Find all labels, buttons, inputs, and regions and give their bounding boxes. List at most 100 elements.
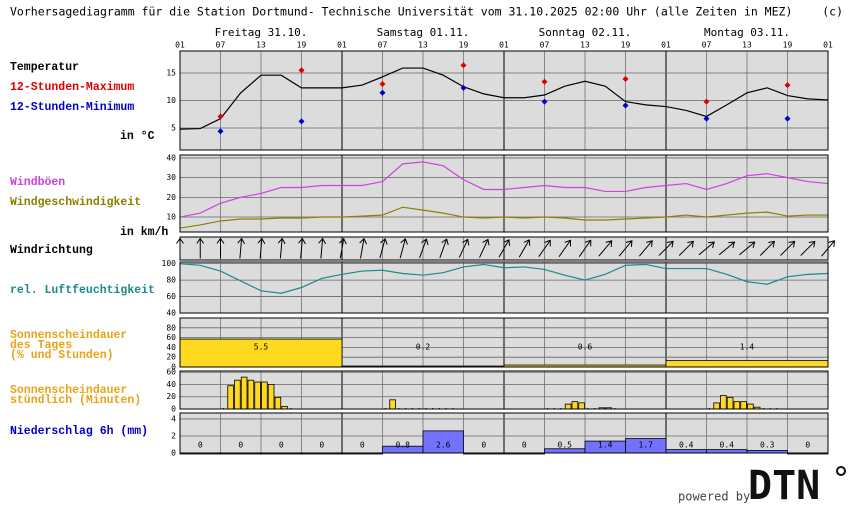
wind-arrow (339, 237, 347, 259)
arrow-shaft (759, 241, 775, 256)
bar (578, 402, 585, 410)
hour-tick-label: 13 (742, 41, 752, 50)
wind-arrow (479, 238, 490, 258)
arrow-shaft (558, 240, 571, 257)
arrow-head (277, 237, 286, 245)
wind-arrow (359, 237, 368, 259)
logo-dot (836, 466, 846, 476)
bar-label: 1.7 (639, 441, 654, 450)
hour-tick-label: 01 (661, 41, 671, 50)
bar-label: 0.3 (760, 441, 775, 450)
bar-label: 0 (481, 441, 486, 450)
hour-tick-label: 01 (175, 41, 185, 50)
wind-arrow (678, 240, 694, 256)
arrow-shaft (239, 238, 243, 259)
arrow-head (808, 240, 816, 248)
arrow-head (400, 237, 408, 245)
panel-title: (% und Stunden) (10, 349, 114, 362)
wind-arrow (298, 237, 306, 259)
panel-border (179, 317, 829, 368)
wind-arrow (196, 237, 205, 259)
wind-arrow (780, 240, 796, 256)
hour-tick-label: 13 (418, 41, 428, 50)
arrow-head (441, 238, 449, 246)
wind-arrow (558, 239, 571, 257)
day-label: Samstag 01.11. (377, 26, 470, 39)
arrow-head (462, 238, 470, 246)
bar (254, 381, 261, 410)
panel-border (179, 50, 829, 151)
wind-arrow (800, 240, 816, 256)
hour-tick-label: 01 (499, 41, 509, 50)
bar-label: 0 (279, 441, 284, 450)
max-min-marker (784, 82, 791, 89)
series-line (179, 161, 829, 218)
wind-arrow (237, 237, 246, 259)
bar (240, 376, 248, 410)
arrow-shaft (399, 238, 406, 259)
hour-tick-label: 19 (621, 41, 631, 50)
y-tick-label: 20 (166, 392, 176, 401)
bar-label: 1.4 (740, 343, 755, 352)
arrow-head (298, 237, 306, 245)
bar (571, 401, 579, 410)
panel-border (179, 154, 829, 233)
bar (274, 396, 282, 410)
arrow-head (828, 240, 835, 247)
y-tick-label: 20 (166, 353, 176, 362)
panel-title: Windrichtung (10, 244, 93, 257)
y-tick-label: 10 (166, 96, 176, 105)
bar-label: 1.4 (598, 441, 613, 450)
wind-arrow (618, 240, 633, 257)
y-tick-label: 60 (166, 292, 176, 301)
bar-label: 0 (198, 441, 203, 450)
arrow-head (257, 237, 266, 245)
y-tick-label: 2 (171, 431, 176, 440)
y-tick-label: 10 (166, 213, 176, 222)
wind-arrow (399, 237, 408, 259)
wind-arrow (439, 238, 449, 259)
bar-label: 0 (238, 441, 243, 450)
bar (747, 403, 754, 410)
arrow-head (359, 237, 368, 245)
bar-label: 0 (319, 441, 324, 450)
bar-label: 0.6 (578, 343, 593, 352)
series-line (179, 206, 828, 229)
bar (389, 399, 396, 410)
hour-tick-label: 13 (256, 41, 266, 50)
wind-arrow (759, 240, 775, 256)
bar (726, 396, 734, 410)
hour-tick-label: 19 (459, 41, 469, 50)
wind-arrow (379, 237, 388, 259)
chart-title: Vorhersagediagramm für die Station Dortm… (10, 5, 792, 19)
day-label: Sonntag 02.11. (539, 26, 632, 39)
y-tick-label: 80 (166, 323, 176, 332)
bar-label: 5.5 (254, 343, 269, 352)
arrow-head (728, 241, 736, 249)
bar-label: 0 (805, 441, 810, 450)
panel-border (179, 261, 829, 314)
arrow-shaft (718, 241, 735, 256)
max-min-marker (298, 118, 305, 125)
bar (665, 449, 707, 454)
hour-tick-label: 07 (540, 41, 550, 50)
arrow-shaft (739, 241, 755, 256)
y-tick-label: 40 (166, 380, 176, 389)
max-min-marker (622, 102, 629, 109)
hour-tick-label: 07 (378, 41, 388, 50)
y-tick-label: 40 (166, 153, 176, 162)
y-tick-label: 20 (166, 193, 176, 202)
arrow-head (339, 237, 347, 245)
wind-arrow (698, 241, 715, 256)
arrow-head (564, 239, 571, 247)
arrow-shaft (339, 238, 345, 259)
arrow-head (768, 240, 775, 248)
copyright: (c) (822, 5, 843, 19)
y-axis-label: in °C (120, 130, 155, 143)
legend-label: 12-Stunden-Maximum (10, 81, 134, 94)
series-line (179, 263, 829, 294)
panel-border (179, 412, 829, 454)
arrow-head (605, 240, 613, 247)
y-tick-label: 30 (166, 173, 176, 182)
